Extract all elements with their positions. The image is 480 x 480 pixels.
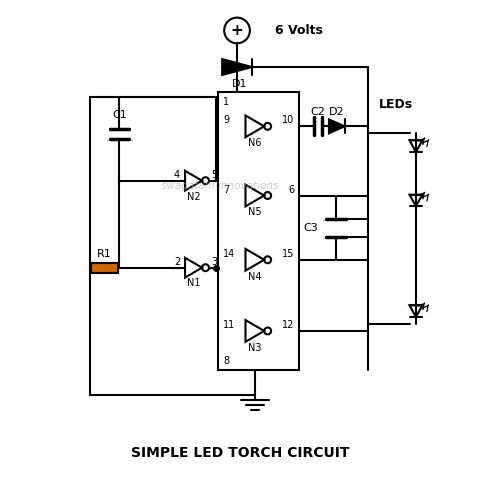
Text: C2: C2 — [311, 108, 325, 118]
Text: 11: 11 — [223, 320, 236, 330]
Polygon shape — [222, 59, 252, 75]
Text: 9: 9 — [223, 115, 229, 125]
Text: 14: 14 — [223, 249, 236, 259]
Text: 6: 6 — [288, 185, 294, 194]
Text: 10: 10 — [282, 115, 294, 125]
Text: N5: N5 — [248, 207, 262, 217]
Text: N6: N6 — [248, 138, 262, 148]
Text: C1: C1 — [112, 110, 127, 120]
Text: 5: 5 — [211, 170, 217, 180]
Text: +: + — [231, 23, 243, 38]
Text: LEDs: LEDs — [378, 98, 412, 111]
Polygon shape — [329, 120, 345, 133]
Text: D2: D2 — [329, 108, 345, 118]
Text: N3: N3 — [248, 343, 262, 353]
Text: N4: N4 — [248, 272, 262, 282]
Bar — [218, 92, 300, 371]
Text: 1: 1 — [223, 96, 229, 107]
Text: swagatam innovations: swagatam innovations — [161, 180, 279, 191]
Text: 3: 3 — [211, 257, 217, 267]
Text: N2: N2 — [187, 192, 200, 202]
Text: 15: 15 — [282, 249, 294, 259]
Text: SIMPLE LED TORCH CIRCUIT: SIMPLE LED TORCH CIRCUIT — [131, 445, 349, 459]
Text: 12: 12 — [282, 320, 294, 330]
Bar — [91, 263, 119, 273]
Text: 6 Volts: 6 Volts — [275, 24, 323, 37]
Text: C3: C3 — [303, 223, 318, 233]
Text: 4: 4 — [174, 170, 180, 180]
Text: 7: 7 — [223, 185, 229, 194]
Text: R1: R1 — [97, 249, 112, 259]
Text: 2: 2 — [174, 257, 180, 267]
Text: N1: N1 — [187, 278, 200, 288]
Text: 8: 8 — [223, 356, 229, 366]
Text: D1: D1 — [232, 79, 248, 89]
